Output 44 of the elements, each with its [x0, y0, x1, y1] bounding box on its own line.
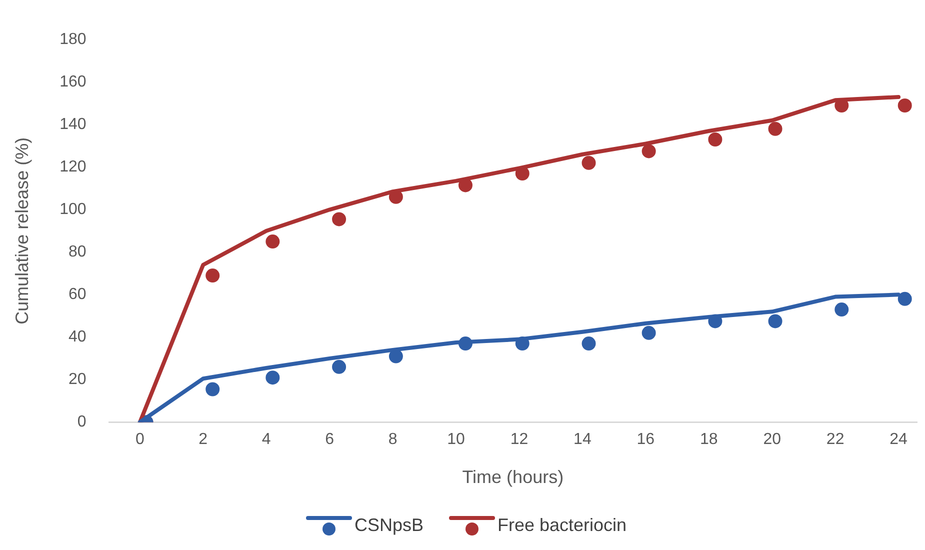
x-tick-label: 14 — [574, 431, 592, 448]
x-axis-title: Time (hours) — [462, 467, 564, 488]
point — [642, 144, 656, 158]
point — [834, 302, 849, 317]
x-tick-label: 12 — [510, 431, 528, 448]
point — [708, 132, 722, 146]
y-tick-label: 160 — [60, 74, 86, 91]
x-tick-label: 20 — [763, 431, 782, 448]
point — [266, 370, 280, 385]
x-tick-label: 10 — [447, 431, 465, 448]
y-tick-label: 100 — [60, 201, 86, 218]
y-tick-label: 140 — [60, 116, 86, 134]
y-tick-label: 0 — [77, 414, 86, 431]
y-tick-label: 180 — [60, 31, 86, 48]
point — [332, 360, 346, 374]
y-axis-title: Cumulative release (%) — [12, 137, 32, 324]
point — [768, 314, 782, 328]
point — [898, 292, 912, 306]
x-tick-label: 18 — [700, 431, 718, 448]
y-tick-label: 20 — [68, 371, 86, 388]
y-tick-label: 120 — [60, 158, 86, 176]
point — [768, 122, 782, 136]
point — [642, 326, 656, 340]
x-tick-label: 22 — [826, 431, 844, 448]
point — [388, 349, 403, 364]
x-tick-label: 6 — [325, 431, 334, 448]
x-tick-label: 16 — [636, 431, 655, 448]
point — [582, 336, 596, 351]
y-tick-label: 80 — [68, 244, 86, 261]
point — [206, 382, 220, 396]
point — [266, 234, 280, 249]
x-tick-label: 24 — [890, 431, 908, 448]
x-tick-label: 0 — [135, 431, 144, 448]
x-tick-label: 8 — [388, 431, 398, 448]
y-tick-label: 40 — [68, 328, 86, 346]
legend-label: Free bacteriocin — [497, 514, 627, 536]
x-tick-label: 4 — [262, 431, 271, 448]
point — [206, 268, 220, 283]
point — [898, 98, 912, 112]
x-tick-label: 2 — [198, 431, 208, 448]
point — [582, 156, 596, 170]
point — [332, 212, 346, 226]
legend-label: CSNpsB — [354, 514, 424, 536]
y-tick-label: 60 — [68, 286, 86, 304]
